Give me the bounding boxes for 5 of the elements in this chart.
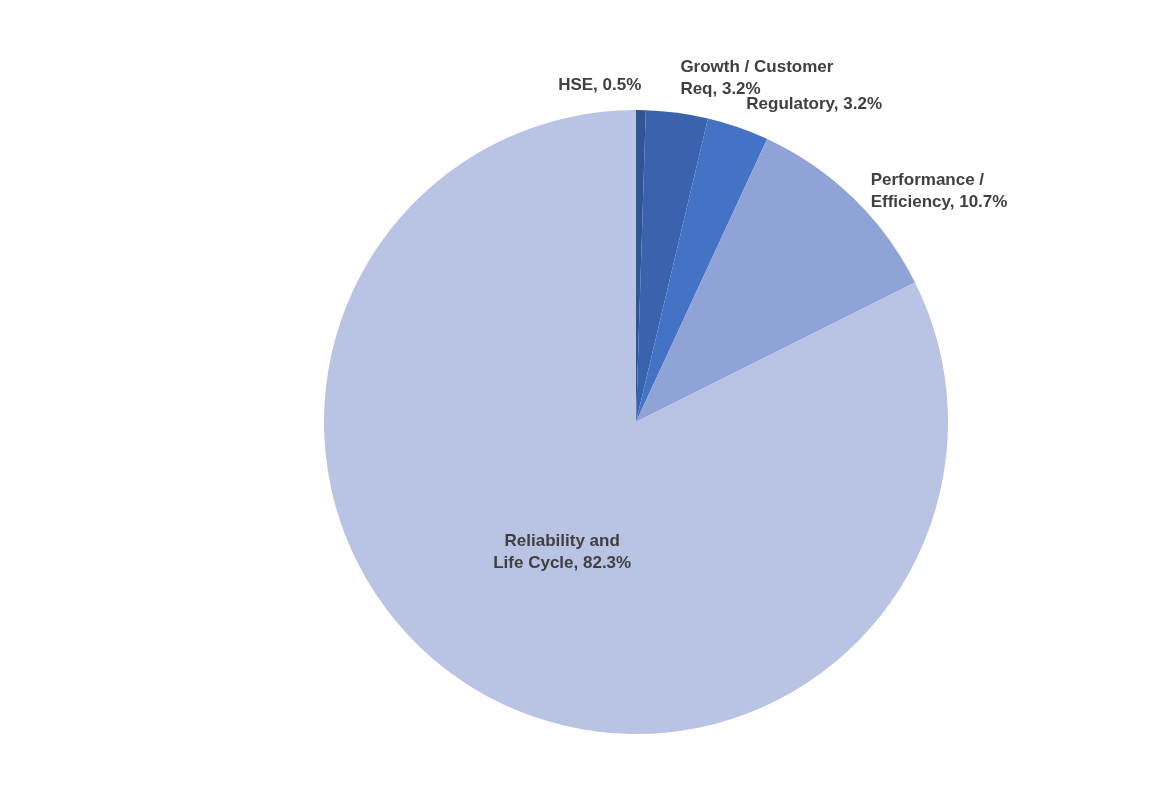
- slice-label: Reliability and Life Cycle, 82.3%: [493, 531, 632, 573]
- slice-label: HSE, 0.5%: [558, 75, 642, 95]
- pie-slice: [636, 110, 708, 422]
- slice-label: Performance / Efficiency, 10.7%: [870, 170, 1008, 212]
- pie-slice: [636, 118, 768, 422]
